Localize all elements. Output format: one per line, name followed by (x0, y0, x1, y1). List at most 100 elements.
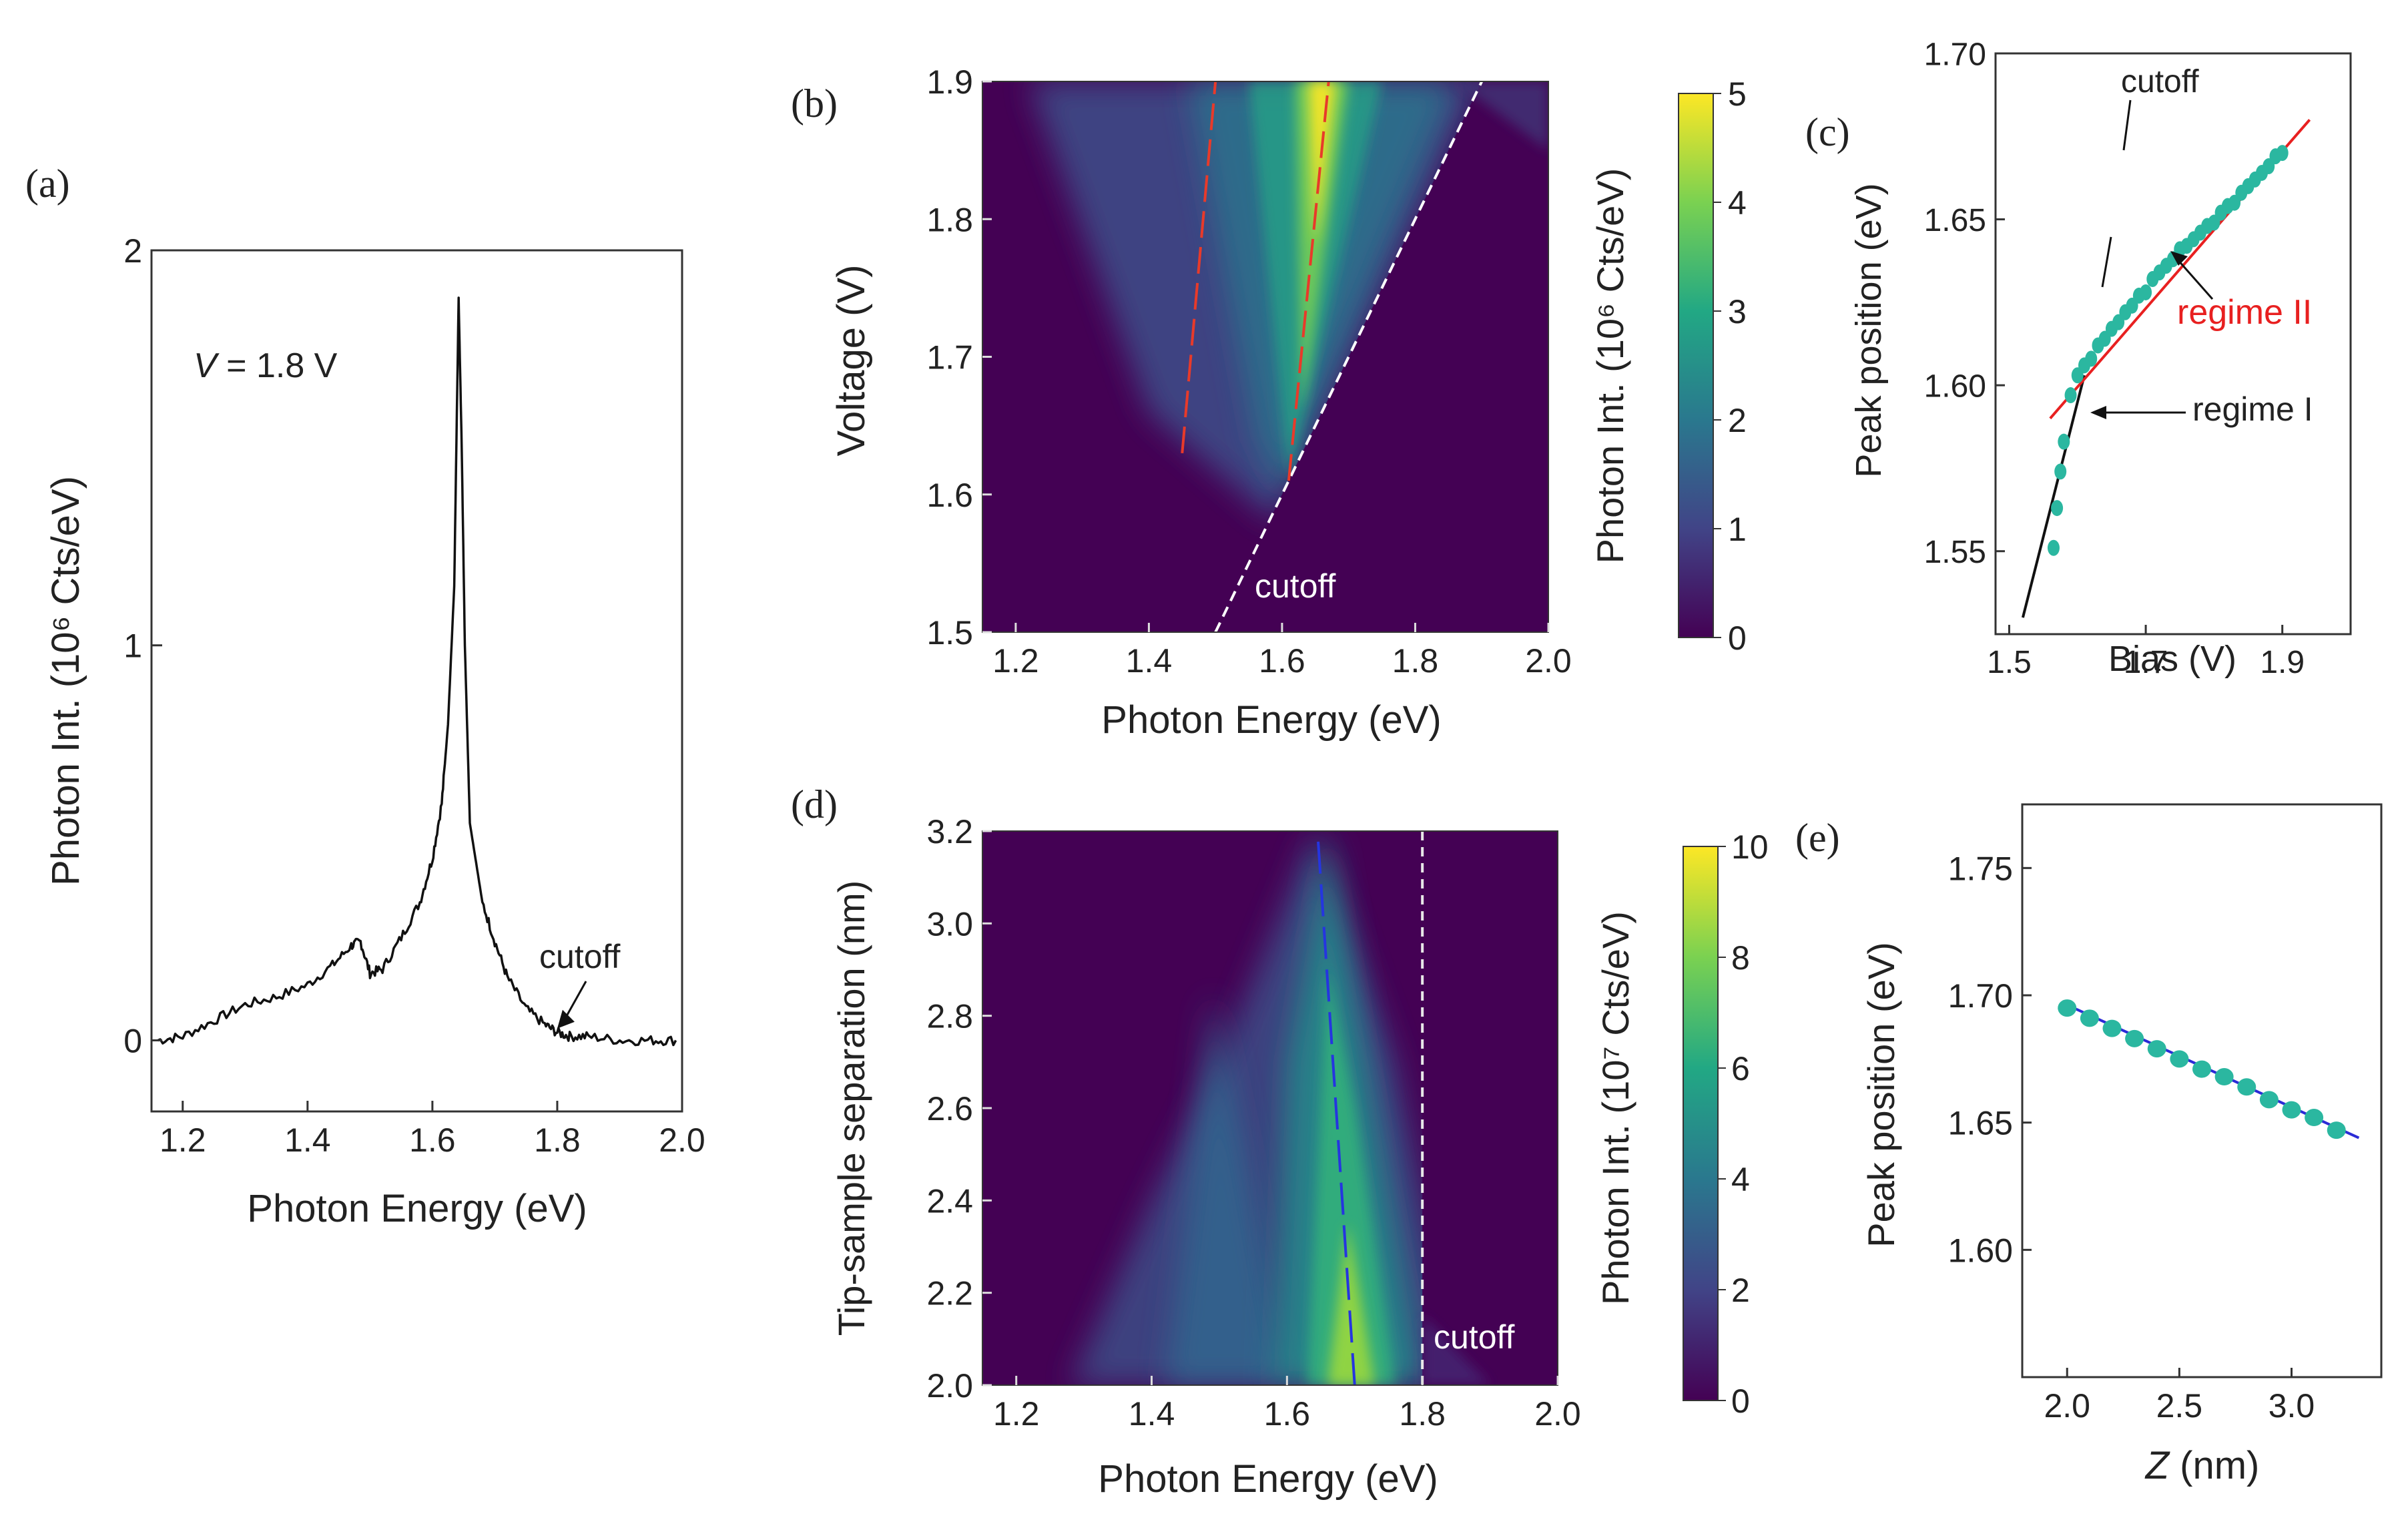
x-tick-label: 1.7 (2124, 645, 2168, 680)
data-point (2140, 284, 2152, 300)
peak-guide-line (1315, 831, 1356, 1385)
panel-label-e: (e) (1795, 816, 1840, 860)
y-tick-label: 1.6 (926, 477, 973, 514)
panel-e-frame (2021, 803, 2383, 1378)
y-tick-label: 1.65 (1924, 203, 1986, 238)
colorbar-tick-label: 8 (1731, 939, 1750, 977)
voltage-value: = 1.8 V (217, 346, 338, 385)
panel-c-cutoff-label: cutoff (2121, 64, 2199, 99)
panel-label-c: (c) (1805, 110, 1850, 154)
regime1-fit-line (2021, 374, 2086, 618)
x-tick-label: 2.5 (2156, 1387, 2203, 1425)
panel-label-d: (d) (791, 782, 838, 826)
cutoff-arrow-head (557, 1009, 575, 1029)
cutoff-line (1214, 81, 1484, 632)
voltage-symbol: V (194, 346, 220, 385)
cutoff-dash (2122, 99, 2132, 151)
data-point (2170, 1050, 2189, 1068)
y-tick-label: 1.7 (926, 339, 973, 376)
panel-b: cutoff 1.2 1.4 1.6 1.8 2.0 1.5 1.6 1.7 1.8 1.9 P… (830, 63, 1747, 742)
panel-c-cutoff-dashes (2101, 99, 2132, 288)
x-tick-label: 1.2 (160, 1121, 206, 1159)
x-tick-label: 1.4 (1126, 642, 1173, 680)
panel-d-yticks: 2.0 2.2 2.4 2.6 2.8 3.0 3.2 (926, 813, 992, 1405)
data-point (2058, 433, 2070, 450)
data-point (2125, 1029, 2144, 1047)
data-point (2085, 350, 2098, 367)
panel-b-xticks: 1.2 1.4 1.6 1.8 2.0 (992, 623, 1572, 680)
data-point (2058, 999, 2077, 1017)
colorbar-tick-label: 0 (1731, 1382, 1750, 1420)
panel-c-lines (2021, 119, 2311, 618)
panel-d-xticks: 1.2 1.4 1.6 1.8 2.0 (993, 1376, 1581, 1433)
panel-b-heatmap (1028, 81, 1548, 632)
data-point (2102, 1019, 2122, 1037)
emission-bright (1307, 969, 1396, 1385)
colorbar-tick-label: 4 (1728, 184, 1747, 222)
panel-c-points (2047, 145, 2289, 556)
x-tick-label: 1.8 (1392, 642, 1439, 680)
panel-d-cutoff-label: cutoff (1434, 1318, 1514, 1356)
panel-c-regime1-label: regime I (2192, 391, 2313, 428)
data-point (2237, 1078, 2256, 1096)
y-tick-label: 2.2 (926, 1275, 973, 1312)
panel-b-xlabel: Photon Energy (eV) (1101, 698, 1441, 742)
panel-d: cutoff 1.2 1.4 1.6 1.8 2.0 2.0 2.2 2.4 2.6 2.8 3.… (830, 813, 1769, 1501)
x-tick-label: 1.6 (1264, 1395, 1311, 1433)
panel-b-colorbar (1678, 93, 1714, 638)
y-tick-label: 1.60 (1924, 368, 1986, 404)
peak-guide-line (1181, 81, 1217, 454)
panel-c-xticks: 1.5 1.7 1.9 (1987, 625, 2305, 680)
panel-d-colorbar-label: Photon Int. (10⁷ Cts/eV) (1594, 911, 1636, 1305)
y-tick-label: 1.60 (1948, 1232, 2013, 1269)
x-tick-label: 2.0 (659, 1121, 705, 1159)
cutoff-mask (1422, 831, 1558, 1385)
z-symbol: Z (2144, 1444, 2171, 1487)
z-unit: (nm) (2169, 1444, 2259, 1487)
panel-c: 1.5 1.7 1.9 1.55 1.60 1.65 1.70 Bias (V) Peak… (1849, 37, 2352, 680)
y-tick-label: 1.75 (1948, 850, 2013, 887)
regime2-arrow-head (2170, 251, 2188, 266)
colorbar-tick-label: 2 (1728, 402, 1747, 439)
x-tick-label: 1.9 (2260, 645, 2305, 680)
panel-d-ylabel: Tip-sample separation (nm) (830, 880, 872, 1336)
y-tick-label: 2.6 (926, 1090, 973, 1127)
x-tick-label: 1.5 (1987, 645, 2032, 680)
panel-a-voltage-annotation: V = 1.8 V (194, 346, 338, 385)
y-tick-label: 2.0 (926, 1367, 973, 1405)
y-tick-label: 1.9 (926, 63, 973, 101)
panel-d-heatmap (1070, 831, 1558, 1385)
y-tick-label: 3.0 (926, 905, 973, 943)
x-tick-label: 1.4 (1129, 1395, 1175, 1433)
colorbar-tick-label: 3 (1728, 293, 1747, 330)
panel-label-b: (b) (791, 81, 838, 125)
data-point (2054, 463, 2067, 480)
spectrum-line (157, 296, 677, 1047)
data-point (2327, 1121, 2346, 1139)
y-tick-label: 1.5 (926, 614, 973, 652)
data-point (2276, 145, 2289, 162)
panel-e-yticks: 1.60 1.65 1.70 1.75 (1948, 850, 2032, 1269)
panel-a-xlabel: Photon Energy (eV) (247, 1187, 587, 1230)
panel-d-lines (1315, 831, 1424, 1385)
panel-b-lines (1181, 81, 1484, 632)
panel-label-a: (a) (25, 162, 70, 206)
y-tick-label: 0 (123, 1022, 142, 1059)
panel-e-xlabel: Z (nm) (2144, 1444, 2260, 1487)
regime1-arrow-head (2090, 406, 2106, 419)
x-tick-label: 3.0 (2269, 1387, 2315, 1425)
panel-a-xticks: 1.2 1.4 1.6 1.8 2.0 (160, 1101, 705, 1159)
data-point (2080, 1009, 2099, 1027)
x-tick-label: 2.0 (2044, 1387, 2090, 1425)
panel-a: 1.2 1.4 1.6 1.8 2.0 0 1 2 Photon Energy (eV) P… (44, 232, 705, 1230)
faint-tail (1422, 1316, 1490, 1385)
cutoff-mask (1215, 81, 1548, 632)
data-point (2147, 1040, 2166, 1058)
panel-a-cutoff-label: cutoff (539, 938, 620, 975)
y-tick-label: 1.8 (926, 201, 973, 238)
panel-d-xlabel: Photon Energy (eV) (1098, 1457, 1438, 1501)
regime2-arrow-shaft (2176, 258, 2214, 300)
panel-a-yticks: 0 1 2 (123, 232, 162, 1059)
emission-side (1165, 993, 1287, 1385)
